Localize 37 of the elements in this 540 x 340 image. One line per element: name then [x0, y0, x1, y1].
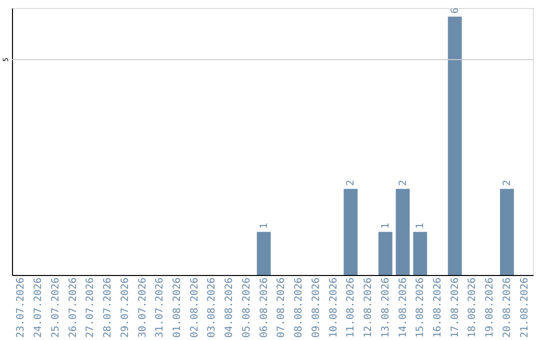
x-tick-label: 13.08.2026 — [380, 278, 392, 338]
data-label: 1 — [258, 222, 270, 229]
x-tick-label: 04.08.2026 — [224, 278, 236, 338]
x-tick-label: 18.08.2026 — [467, 278, 478, 338]
data-label: 6 — [450, 8, 461, 14]
x-tick-label: 19.08.2026 — [484, 278, 496, 338]
x-tick-label: 10.08.2026 — [328, 278, 340, 338]
x-tick-label: 05.08.2026 — [241, 278, 252, 338]
x-tick-label: 21.08.2026 — [519, 278, 530, 338]
data-label: 1 — [380, 222, 392, 229]
data-label: 2 — [398, 180, 409, 186]
x-tick-label: 23.07.2026 — [16, 278, 27, 338]
x-tick-label: 20.08.2026 — [502, 278, 513, 338]
x-tick-label: 09.08.2026 — [310, 278, 322, 338]
x-tick-label: 25.07.2026 — [50, 278, 62, 338]
data-label: 2 — [502, 180, 513, 186]
x-tick-label: 31.07.2026 — [154, 278, 166, 338]
x-tick-label: 28.07.2026 — [102, 278, 114, 338]
x-tick-label: 07.08.2026 — [276, 278, 288, 338]
x-tick-label: 11.08.2026 — [346, 278, 357, 338]
x-tick-label: 02.08.2026 — [189, 278, 200, 338]
x-tick-label: 30.07.2026 — [137, 278, 148, 338]
x-tick-label: 17.08.2026 — [450, 278, 461, 338]
x-tick-label: 08.08.2026 — [294, 278, 305, 338]
x-tick-label: 15.08.2026 — [415, 278, 426, 338]
x-tick-label: 03.08.2026 — [206, 278, 218, 338]
x-tick-label: 12.08.2026 — [363, 278, 374, 338]
data-label: 2 — [346, 180, 357, 186]
x-tick-label: 06.08.2026 — [258, 278, 270, 338]
x-tick-label: 26.07.2026 — [68, 278, 79, 338]
x-tick-label: 16.08.2026 — [432, 278, 444, 338]
data-label: 1 — [415, 222, 426, 229]
x-tick-label: 14.08.2026 — [398, 278, 409, 338]
x-tick-label: 24.07.2026 — [33, 278, 44, 338]
x-tick-label: 29.07.2026 — [120, 278, 131, 338]
x-tick-label: 27.07.2026 — [85, 278, 96, 338]
x-tick-label: 01.08.2026 — [172, 278, 183, 338]
